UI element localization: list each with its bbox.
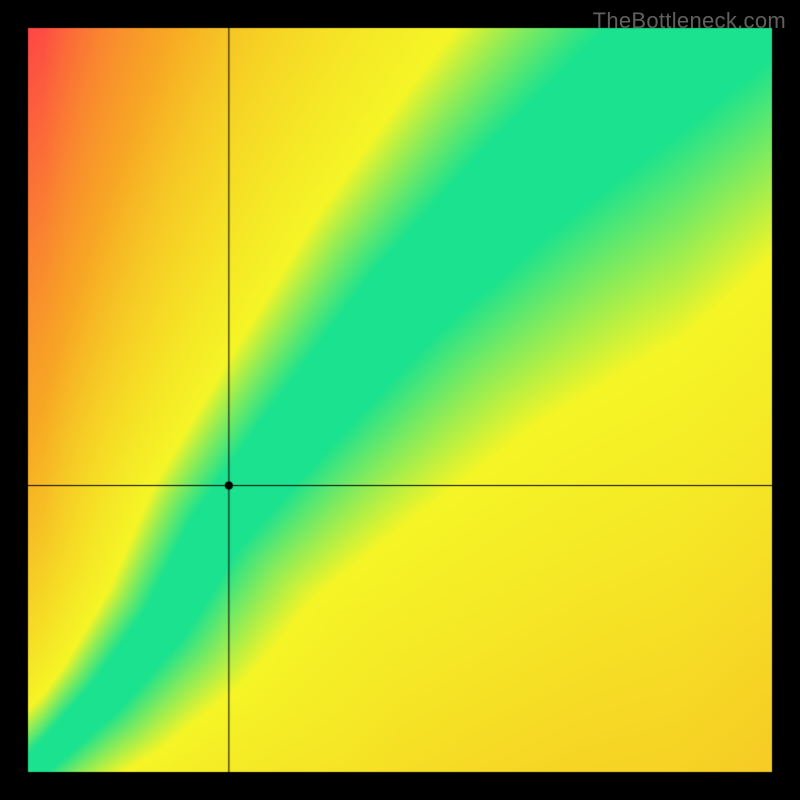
watermark-text: TheBottleneck.com <box>593 8 786 34</box>
bottleneck-heatmap <box>0 0 800 800</box>
